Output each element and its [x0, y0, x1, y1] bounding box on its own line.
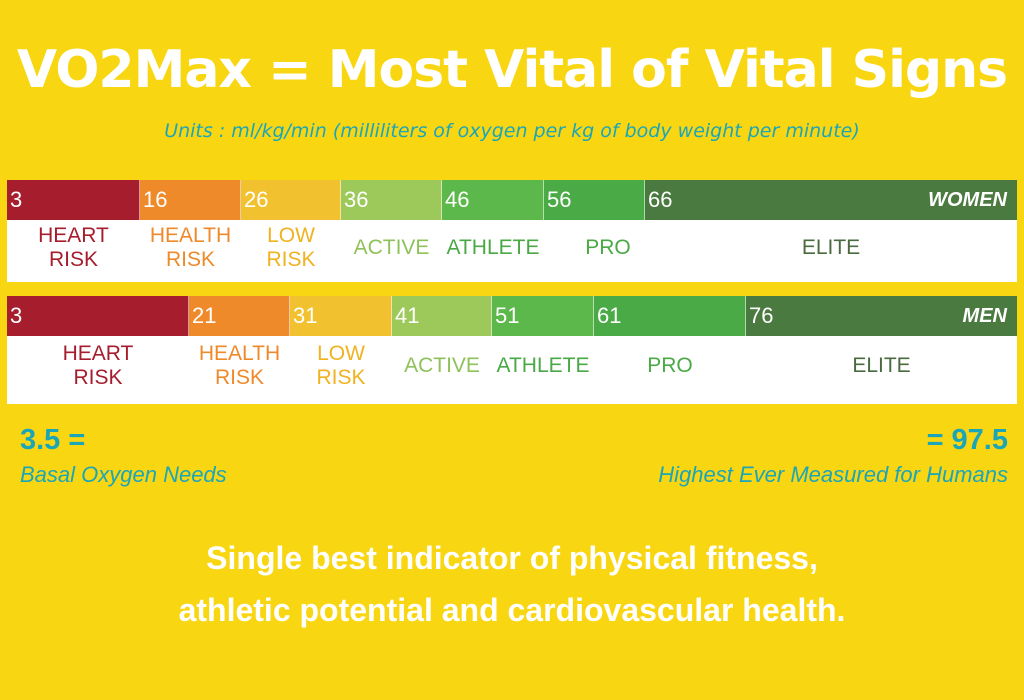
label-line: HEALTH: [198, 342, 281, 365]
label-line: HEART: [62, 342, 134, 365]
highest-description: Highest Ever Measured for Humans: [658, 462, 1008, 487]
label-line: RISK: [48, 247, 98, 271]
women-seg-elite: 66: [645, 180, 1017, 220]
men-label-athlete: ATHLETE: [496, 354, 590, 377]
women-label-low-risk: LOW RISK: [241, 224, 341, 271]
men-bar: 3 21 31 41 51 61 76 MEN: [7, 296, 1017, 336]
women-threshold-pro: 56: [547, 187, 572, 212]
women-seg-low-risk: 26: [241, 180, 341, 220]
women-seg-heart-risk: 3: [7, 180, 140, 220]
label-line: RISK: [165, 247, 215, 271]
women-label-health-risk: HEALTH RISK: [140, 224, 241, 271]
women-label-active: ACTIVE: [353, 236, 430, 259]
women-label: WOMEN: [928, 189, 1007, 211]
women-seg-athlete: 46: [442, 180, 544, 220]
men-seg-athlete: 51: [492, 296, 594, 336]
label-line: RISK: [316, 365, 366, 389]
women-threshold-heart-risk: 3: [10, 187, 23, 212]
tagline-line-1: Single best indicator of physical fitnes…: [206, 540, 818, 576]
men-seg-active: 41: [392, 296, 492, 336]
men-threshold-low-risk: 31: [293, 303, 318, 328]
women-seg-active: 36: [341, 180, 442, 220]
label-line: RISK: [266, 247, 316, 271]
basal-description: Basal Oxygen Needs: [20, 462, 227, 487]
women-threshold-health-risk: 16: [143, 187, 168, 212]
men-label-heart-risk: HEART RISK: [7, 342, 189, 389]
label-line: RISK: [214, 365, 264, 389]
page-title: VO2Max = Most Vital of Vital Signs: [16, 40, 1008, 100]
women-label-pro: PRO: [585, 236, 631, 259]
women-threshold-athlete: 46: [445, 187, 470, 212]
women-threshold-active: 36: [344, 187, 369, 212]
women-threshold-low-risk: 26: [244, 187, 269, 212]
women-label-heart-risk: HEART RISK: [7, 224, 140, 271]
women-seg-pro: 56: [544, 180, 645, 220]
men-scale: 3 21 31 41 51 61 76 MEN HEART RISK HEALT…: [7, 296, 1017, 404]
women-label-elite: ELITE: [801, 236, 861, 259]
men-threshold-athlete: 51: [495, 303, 520, 328]
men-seg-low-risk: 31: [290, 296, 392, 336]
men-seg-elite: 76: [746, 296, 1017, 336]
men-label-elite: ELITE: [852, 354, 911, 377]
label-line: HEART: [38, 224, 109, 247]
men-threshold-heart-risk: 3: [10, 303, 23, 328]
men-threshold-active: 41: [395, 303, 420, 328]
women-scale: 3 16 26 36 46 56 66 WOMEN HEART RISK HEA…: [7, 180, 1017, 282]
men-label-active: ACTIVE: [404, 354, 480, 377]
men-label-health-risk: HEALTH RISK: [189, 342, 290, 389]
men-threshold-pro: 61: [597, 303, 622, 328]
men-label-low-risk: LOW RISK: [290, 342, 392, 389]
men-label: MEN: [962, 305, 1007, 327]
women-threshold-elite: 66: [648, 187, 673, 212]
men-threshold-health-risk: 21: [192, 303, 217, 328]
men-label-pro: PRO: [647, 354, 693, 377]
women-seg-health-risk: 16: [140, 180, 241, 220]
basal-value: 3.5 =: [20, 424, 86, 456]
tagline-line-2: athletic potential and cardiovascular he…: [178, 592, 846, 628]
label-line: RISK: [73, 365, 123, 389]
men-seg-health-risk: 21: [189, 296, 290, 336]
men-threshold-elite: 76: [749, 303, 774, 328]
label-line: HEALTH: [149, 224, 232, 247]
men-seg-heart-risk: 3: [7, 296, 189, 336]
highest-value: = 97.5: [926, 424, 1008, 456]
label-line: LOW: [267, 224, 315, 247]
units-subtitle: Units : ml/kg/min (milliliters of oxygen…: [164, 120, 860, 142]
women-bar: 3 16 26 36 46 56 66 WOMEN: [7, 180, 1017, 220]
men-seg-pro: 61: [594, 296, 746, 336]
label-line: LOW: [317, 342, 365, 365]
women-label-athlete: ATHLETE: [446, 236, 540, 259]
